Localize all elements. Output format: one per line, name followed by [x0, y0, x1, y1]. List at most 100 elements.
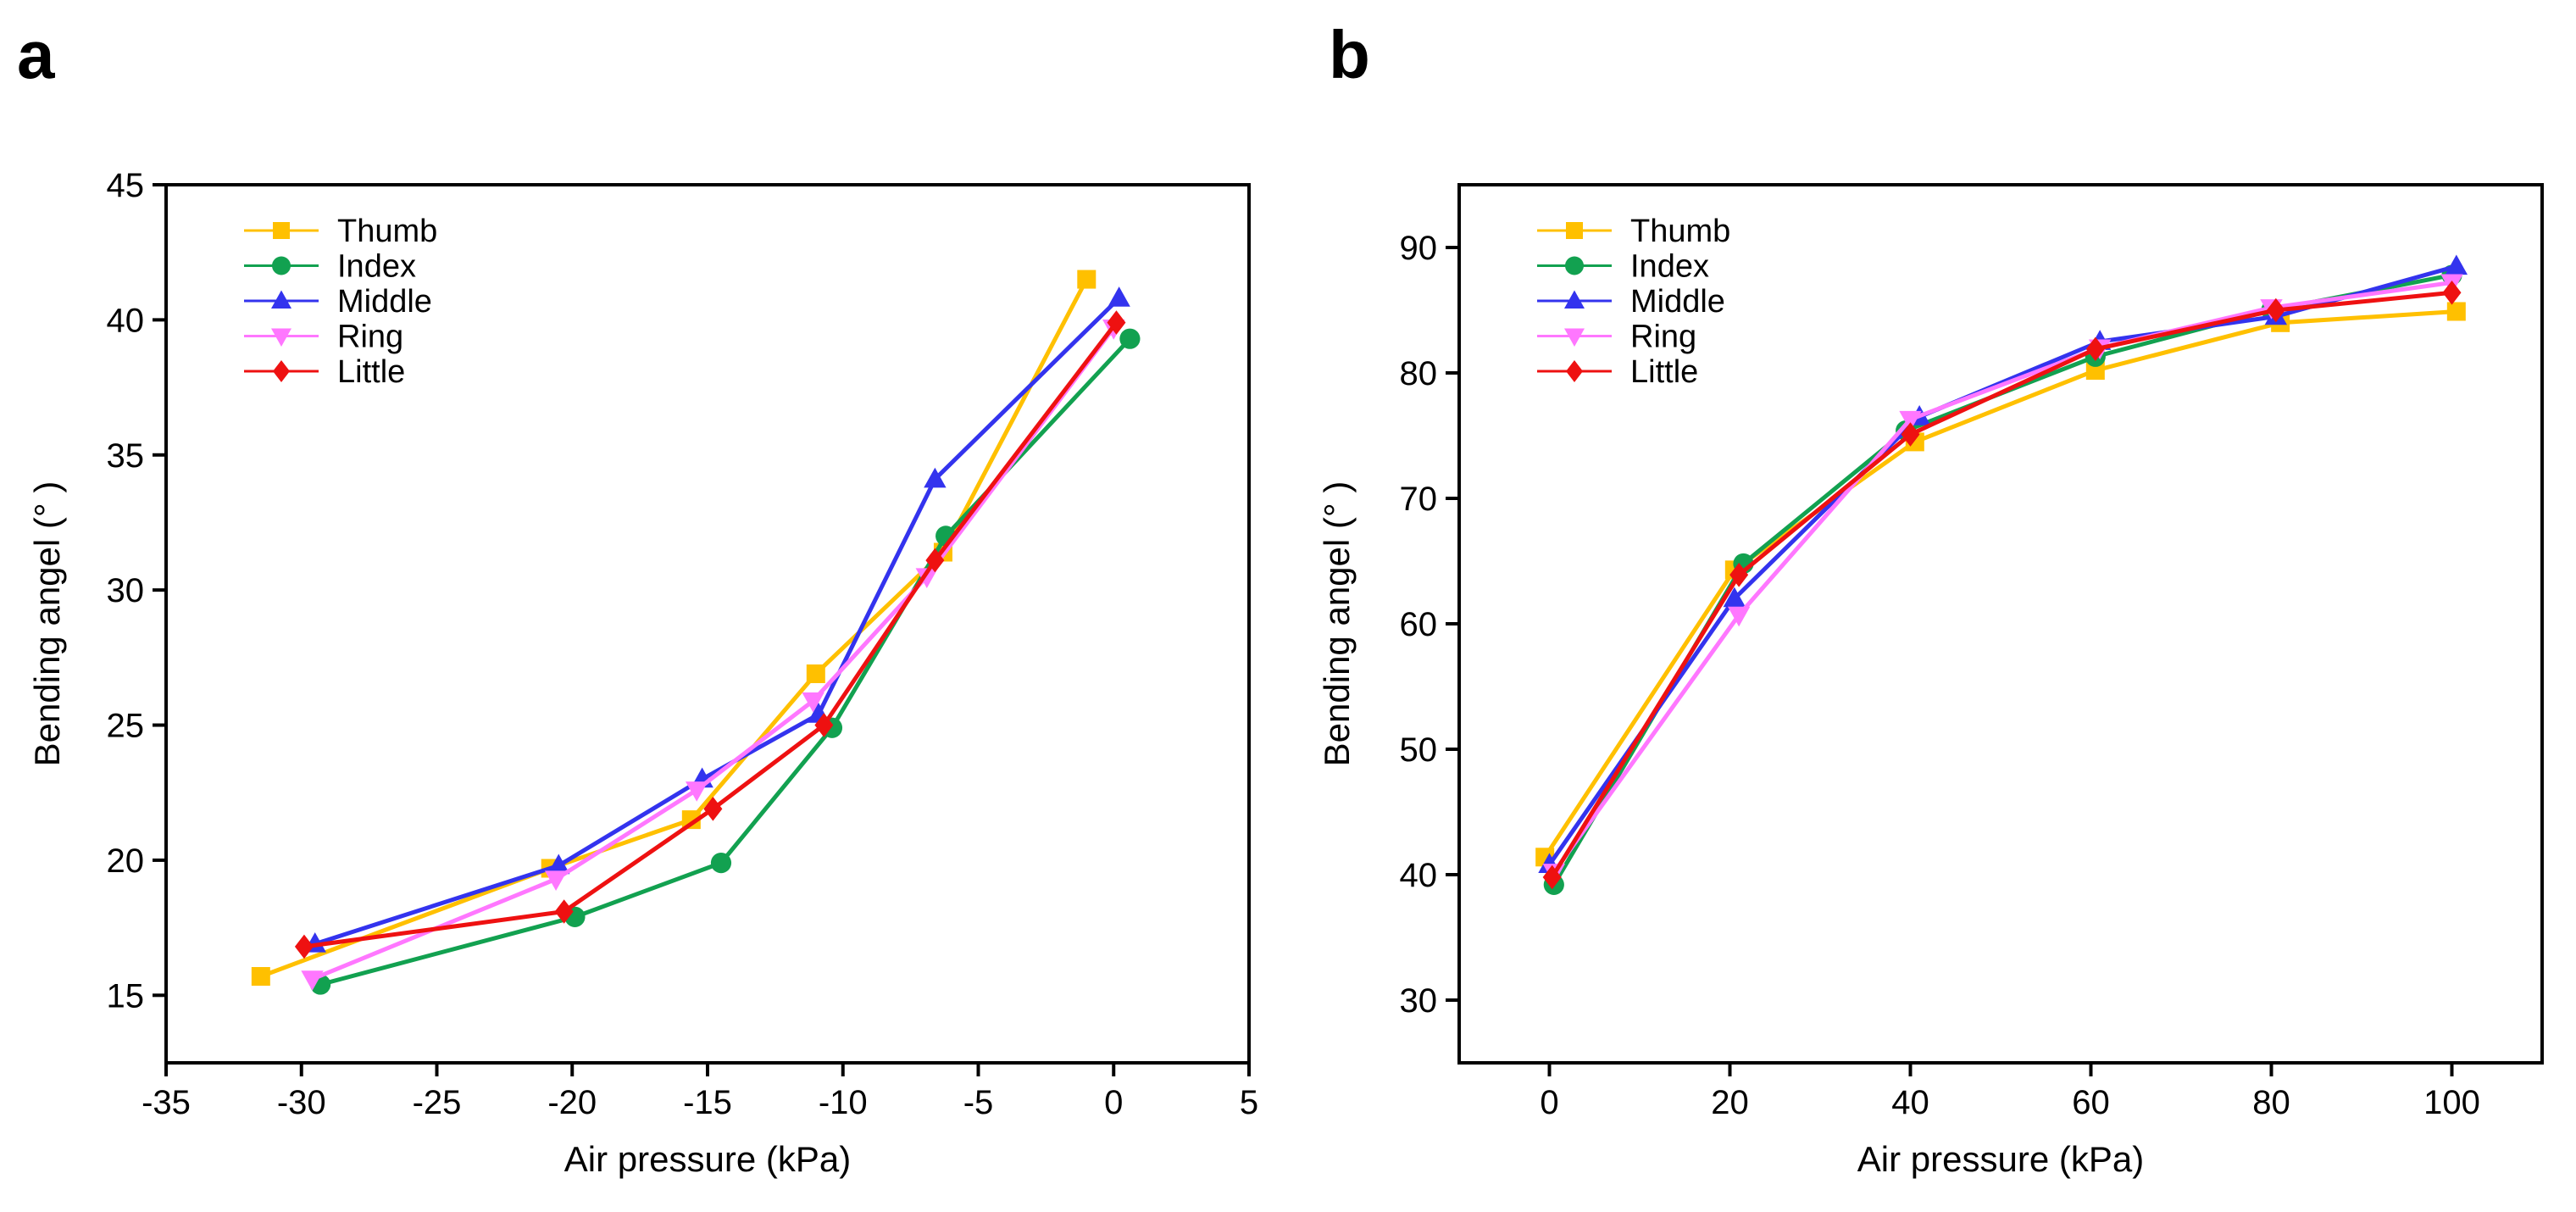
x-tick-label-a: -35	[142, 1084, 191, 1121]
x-tick-label-a: -20	[547, 1084, 597, 1121]
data-point-middle-b	[2445, 254, 2468, 275]
data-point-thumb-b	[2085, 361, 2105, 381]
data-point-thumb-a	[681, 810, 701, 830]
data-point-little-a	[294, 934, 314, 959]
series-line-index-a	[319, 336, 1132, 987]
x-tick-label-b: 80	[2252, 1084, 2290, 1121]
x-tick-label-a: 5	[1240, 1084, 1258, 1121]
y-tick-label-b: 50	[1400, 731, 1438, 769]
data-point-little-a	[925, 548, 945, 573]
legend-label-ring-b: Ring	[1630, 320, 1696, 355]
series-little-a	[294, 310, 1126, 959]
series-line-thumb-b	[1543, 309, 2457, 859]
y-tick-label-b: 60	[1400, 606, 1438, 643]
y-tick-label-a: 45	[107, 167, 145, 204]
series-little-b	[1542, 280, 2462, 890]
x-tick-label-a: -30	[277, 1084, 326, 1121]
legend-marker-ring-b	[1564, 328, 1585, 347]
data-point-little-a	[703, 797, 723, 821]
data-point-ring-a	[301, 970, 324, 991]
data-point-index-a	[710, 853, 732, 874]
data-point-ring-b	[1727, 606, 1751, 627]
y-tick-label-a: 15	[107, 977, 145, 1015]
legend-label-index-a: Index	[337, 249, 416, 285]
panel-label-a: a	[17, 17, 55, 92]
legend-label-little-a: Little	[337, 354, 405, 390]
legend-label-thumb-b: Thumb	[1630, 214, 1730, 249]
series-line-ring-b	[1552, 280, 2452, 874]
legend-label-middle-a: Middle	[337, 284, 432, 320]
y-axis-label-a: Bending angel (° )	[27, 481, 67, 767]
x-tick-label-b: 0	[1540, 1084, 1558, 1121]
legend-label-middle-b: Middle	[1630, 284, 1725, 320]
legend-marker-thumb-a	[273, 222, 290, 239]
data-point-middle-a	[924, 467, 947, 488]
x-tick-label-a: -15	[683, 1084, 732, 1121]
data-point-index-a	[1119, 328, 1141, 349]
x-tick-label-b: 60	[2072, 1084, 2110, 1121]
legend-marker-thumb-b	[1566, 222, 1583, 239]
data-point-little-a	[1107, 310, 1126, 335]
x-axis-label-a: Air pressure (kPa)	[564, 1139, 851, 1179]
legend-marker-ring-a	[271, 328, 291, 347]
x-tick-label-a: -10	[819, 1084, 868, 1121]
plot-frame-a	[164, 183, 1251, 1065]
data-point-thumb-a	[1077, 270, 1096, 289]
y-tick-label-a: 20	[107, 842, 145, 880]
data-point-little-b	[2442, 280, 2462, 305]
legend-marker-middle-b	[1564, 290, 1585, 309]
data-point-thumb-a	[251, 966, 270, 986]
x-tick-label-a: 0	[1104, 1084, 1123, 1121]
data-point-middle-a	[1108, 286, 1130, 307]
data-point-ring-a	[802, 692, 824, 713]
series-line-middle-a	[314, 297, 1121, 947]
legend-marker-little-a	[273, 360, 290, 382]
data-point-ring-a	[544, 870, 568, 891]
legend-label-ring-a: Ring	[337, 320, 403, 355]
series-line-little-a	[303, 321, 1119, 949]
data-point-little-a	[554, 899, 574, 924]
data-point-little-b	[2266, 297, 2285, 323]
x-tick-label-b: 100	[2423, 1084, 2480, 1121]
chart-b: 0 20 40 60 80 100 30 40 50 60 70 80 90 Air pressure (…	[1317, 183, 2544, 1179]
legend-label-index-b: Index	[1630, 249, 1709, 285]
data-point-little-a	[814, 713, 834, 737]
legend-marker-little-b	[1566, 360, 1583, 382]
y-tick-label-b: 40	[1400, 857, 1438, 894]
series-ring-a	[301, 320, 1125, 991]
x-tick-label-a: -5	[963, 1084, 994, 1121]
data-point-little-b	[1542, 865, 1562, 890]
data-point-middle-a	[547, 853, 570, 875]
data-point-little-b	[1729, 562, 1749, 587]
series-middle-a	[303, 286, 1130, 953]
x-tick-label-b: 20	[1711, 1084, 1749, 1121]
legend-marker-index-a	[272, 256, 291, 275]
data-point-thumb-b	[2446, 302, 2466, 321]
y-tick-label-b: 30	[1400, 982, 1438, 1020]
y-axis-label-b: Bending angel (° )	[1317, 481, 1357, 767]
data-point-little-b	[2085, 336, 2105, 362]
y-tick-label-b: 70	[1400, 481, 1438, 518]
series-line-ring-a	[311, 326, 1116, 981]
y-tick-label-b: 80	[1400, 355, 1438, 392]
data-point-thumb-a	[806, 664, 825, 683]
legend-marker-middle-a	[271, 290, 291, 309]
x-axis-label-b: Air pressure (kPa)	[1857, 1139, 2144, 1179]
legend-label-little-b: Little	[1630, 354, 1698, 390]
y-tick-label-a: 40	[107, 302, 145, 339]
y-tick-label-a: 30	[107, 572, 145, 609]
chart-a: -35 -30 -25 -20 -15 -10 -5 0 5 15 20 25 30 35 40 45 Air …	[27, 167, 1258, 1179]
data-point-ring-a	[686, 781, 708, 802]
x-tick-label-b: 40	[1891, 1084, 1929, 1121]
data-point-ring-a	[915, 568, 938, 588]
x-tick-label-a: -25	[413, 1084, 462, 1121]
legend-label-thumb-a: Thumb	[337, 214, 437, 249]
data-point-ring-b	[1899, 410, 1922, 431]
series-index-a	[310, 328, 1141, 995]
panel-label-b: b	[1329, 17, 1370, 92]
legend-marker-index-b	[1565, 256, 1584, 275]
data-point-little-b	[1901, 422, 1920, 447]
data-point-middle-b	[1723, 587, 1746, 608]
